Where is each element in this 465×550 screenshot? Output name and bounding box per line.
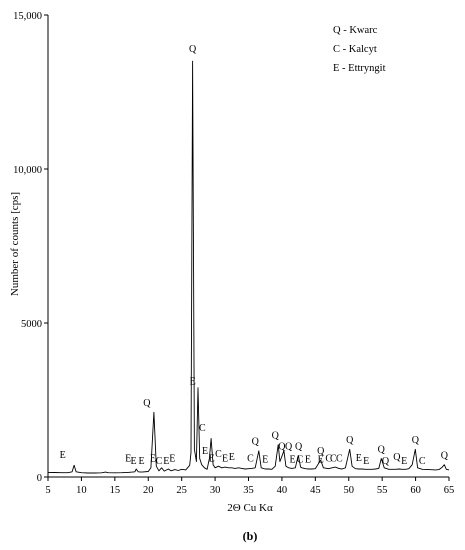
peak-label: E [202,446,208,457]
y-tick-label: 5000 [21,319,42,330]
legend-entry-e: E - Ettryngit [333,63,386,74]
peak-label: Q [382,456,390,467]
y-axis-title: Number of counts [cps] [9,192,21,296]
peak-label: C [247,454,254,465]
peak-label: C [336,454,343,465]
peak-label: Q [393,452,401,463]
x-tick-label: 10 [76,485,87,496]
peak-label: E [229,452,235,463]
peak-label: Q [285,441,293,452]
peak-label: Q [143,398,151,409]
peak-label: E [318,454,324,465]
x-tick-label: 15 [110,485,121,496]
peak-label: Q [189,44,197,55]
y-tick-label: 10,000 [13,165,42,176]
x-axis-ticks: 5 10 15 20 25 30 35 40 45 50 55 60 65 [45,477,454,496]
x-tick-label: 25 [176,485,187,496]
peak-label: C [330,454,337,465]
peak-label: E [169,454,175,465]
x-tick-label: 50 [344,485,355,496]
legend-entry-c: C - Kalcyt [333,44,377,55]
peak-label: C [325,454,332,465]
peak-label: Q [346,435,354,446]
peak-label: E [305,454,311,465]
peak-label: Q [378,444,386,455]
peak-label: Q [252,437,260,448]
peak-label: E [190,377,196,388]
x-tick-label: 5 [45,485,50,496]
x-tick-label: 40 [277,485,288,496]
peak-label: E [356,453,362,464]
peak-label: Q [278,441,286,452]
peak-label: Q [441,451,449,462]
peak-label: E [150,454,156,465]
peak-label: C [297,454,304,465]
x-tick-label: 45 [310,485,321,496]
peak-label: Q [317,446,325,457]
peak-label: E [290,454,296,465]
peak-label: Q [272,431,280,442]
x-tick-label: 35 [243,485,254,496]
legend: Q - Kwarc C - Kalcyt E - Ettryngit [333,25,386,74]
peak-label: E [130,456,136,467]
x-tick-label: 60 [410,485,421,496]
x-tick-label: 30 [210,485,221,496]
peak-label: E [262,454,268,465]
figure-caption: (b) [243,529,258,543]
y-axis-ticks: 0 5000 10,000 15,000 [13,11,48,484]
x-tick-label: 20 [143,485,154,496]
peak-label: E [222,454,228,465]
peak-label: E [125,454,131,465]
peak-label: C [199,423,206,434]
peak-label: E [401,456,407,467]
peak-label: E [363,456,369,467]
peak-label: E [60,450,66,461]
x-tick-label: 65 [444,485,455,496]
y-tick-label: 15,000 [13,11,42,22]
x-axis-title: 2Θ Cu Kα [227,502,273,514]
peak-label: Q [295,441,303,452]
peak-label: C [156,456,163,467]
peak-label: C [419,456,426,467]
peak-label: E [139,456,145,467]
x-tick-label: 55 [377,485,388,496]
peak-label: C [215,449,222,460]
peak-label: E [209,454,215,465]
peak-label: E [163,456,169,467]
y-tick-label: 0 [37,473,42,484]
legend-entry-q: Q - Kwarc [333,25,378,36]
diffraction-series-line [47,60,450,474]
peak-label: Q [412,435,420,446]
